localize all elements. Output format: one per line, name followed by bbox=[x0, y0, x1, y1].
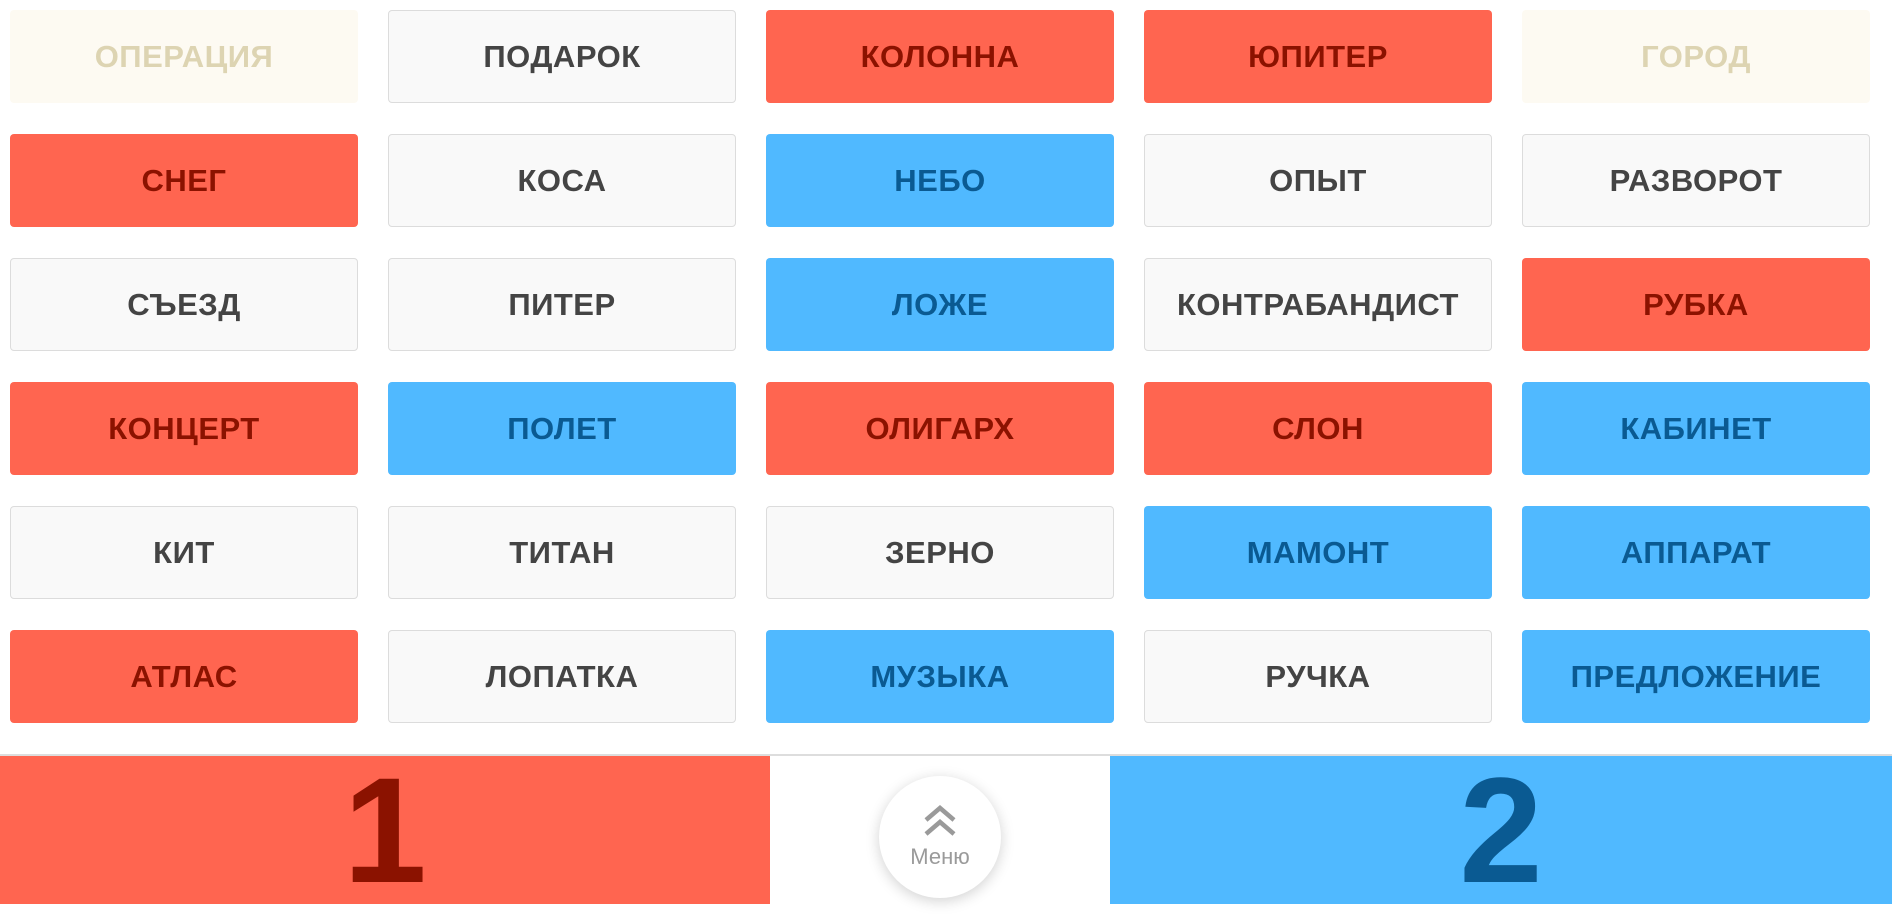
word-card[interactable]: КОНТРАБАНДИСТ bbox=[1144, 258, 1492, 351]
word-card[interactable]: ОПЫТ bbox=[1144, 134, 1492, 227]
red-team-score: 1 bbox=[0, 755, 770, 905]
word-card[interactable]: КОЛОННА bbox=[766, 10, 1114, 103]
word-card[interactable]: ГОРОД bbox=[1522, 10, 1870, 103]
word-card[interactable]: РАЗВОРОТ bbox=[1522, 134, 1870, 227]
menu-button[interactable]: Меню bbox=[879, 776, 1001, 898]
word-board: ОПЕРАЦИЯ ПОДАРОК КОЛОННА ЮПИТЕР ГОРОД СНЕГ КОС… bbox=[10, 10, 1870, 723]
word-card[interactable]: НЕБО bbox=[766, 134, 1114, 227]
word-card[interactable]: ЮПИТЕР bbox=[1144, 10, 1492, 103]
score-bar: 1 Меню 2 bbox=[0, 754, 1892, 905]
word-card[interactable]: СЪЕЗД bbox=[10, 258, 358, 351]
word-card[interactable]: ОЛИГАРХ bbox=[766, 382, 1114, 475]
menu-label: Меню bbox=[910, 844, 970, 869]
blue-team-score: 2 bbox=[1110, 755, 1892, 905]
word-card[interactable]: МУЗЫКА bbox=[766, 630, 1114, 723]
word-card[interactable]: ЗЕРНО bbox=[766, 506, 1114, 599]
word-card[interactable]: АППАРАТ bbox=[1522, 506, 1870, 599]
word-card[interactable]: ОПЕРАЦИЯ bbox=[10, 10, 358, 103]
word-card[interactable]: РУБКА bbox=[1522, 258, 1870, 351]
word-card[interactable]: КОСА bbox=[388, 134, 736, 227]
word-card[interactable]: МАМОНТ bbox=[1144, 506, 1492, 599]
double-chevron-up-icon bbox=[924, 805, 956, 836]
word-card[interactable]: КОНЦЕРТ bbox=[10, 382, 358, 475]
word-card[interactable]: ПИТЕР bbox=[388, 258, 736, 351]
word-card[interactable]: ТИТАН bbox=[388, 506, 736, 599]
word-card[interactable]: ПРЕДЛОЖЕНИЕ bbox=[1522, 630, 1870, 723]
word-card[interactable]: ПОЛЕТ bbox=[388, 382, 736, 475]
word-card[interactable]: ПОДАРОК bbox=[388, 10, 736, 103]
word-card[interactable]: РУЧКА bbox=[1144, 630, 1492, 723]
word-card[interactable]: КАБИНЕТ bbox=[1522, 382, 1870, 475]
word-card[interactable]: АТЛАС bbox=[10, 630, 358, 723]
word-card[interactable]: ЛОЖЕ bbox=[766, 258, 1114, 351]
word-card[interactable]: СЛОН bbox=[1144, 382, 1492, 475]
word-card[interactable]: СНЕГ bbox=[10, 134, 358, 227]
word-card[interactable]: КИТ bbox=[10, 506, 358, 599]
word-card[interactable]: ЛОПАТКА bbox=[388, 630, 736, 723]
